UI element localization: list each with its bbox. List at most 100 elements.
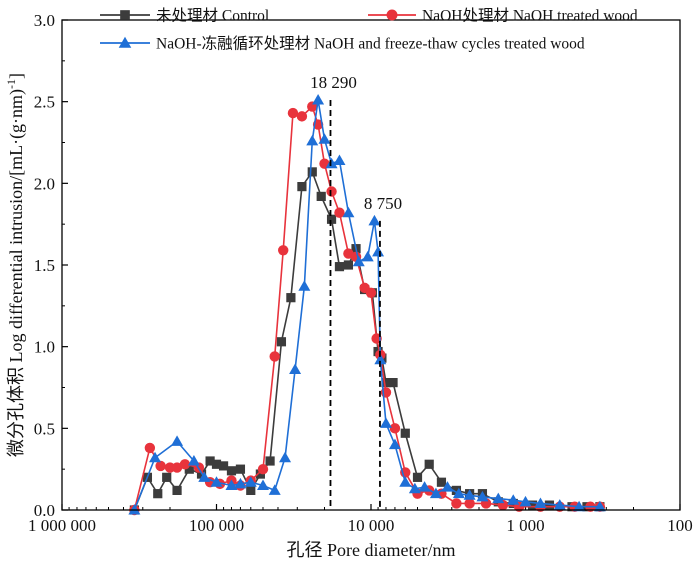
data-point (226, 466, 237, 476)
data-point (553, 499, 566, 510)
data-point (386, 9, 398, 21)
y-tick-label: 0.5 (34, 419, 55, 438)
y-tick-label: 0.0 (34, 501, 55, 520)
data-point (155, 460, 166, 472)
data-point (218, 461, 229, 471)
data-point (365, 287, 377, 298)
x-tick-label: 1 000 000 (28, 516, 96, 535)
y-tick-label: 2.5 (34, 93, 55, 112)
data-point (408, 482, 421, 494)
tick-layer: 1 000 000 100 000 10 000 1 000 100 0.0 0.5 1.0 1… (28, 11, 693, 535)
data-point (372, 245, 385, 257)
data-point (225, 479, 238, 490)
data-point (436, 477, 447, 487)
data-point (334, 207, 345, 218)
data-point (343, 260, 354, 270)
x-tick-label: 100 (667, 516, 693, 535)
legend-item: NaOH处理材 NaOH treated wood (368, 7, 638, 25)
series-square (129, 167, 605, 515)
data-point (198, 471, 211, 482)
data-point (120, 10, 130, 20)
data-point (476, 490, 489, 502)
data-point (307, 167, 317, 177)
legend-item: NaOH-冻融循环处理材 NaOH and freeze-thaw cycles… (100, 35, 585, 53)
legend-item: 未处理材 Control (100, 7, 269, 25)
legend-label: NaOH处理材 NaOH treated wood (422, 7, 638, 25)
data-point (278, 245, 289, 256)
y-tick-label: 1.0 (34, 338, 55, 357)
data-point (298, 280, 311, 291)
data-point (153, 489, 163, 499)
series-line (133, 171, 600, 511)
plot-frame (61, 19, 681, 511)
data-point (244, 476, 257, 487)
data-point (184, 464, 194, 474)
x-tick-label: 10 000 (348, 516, 395, 535)
data-point (269, 351, 280, 362)
data-point (312, 94, 325, 105)
data-point (368, 214, 381, 226)
data-point (306, 134, 319, 146)
data-point (342, 206, 355, 218)
data-point (593, 500, 606, 512)
data-point (205, 456, 215, 466)
data-point (492, 492, 505, 504)
data-point (412, 472, 423, 482)
data-point (326, 186, 337, 197)
x-tick-label: 100 000 (189, 516, 244, 535)
annotation-layer: 18 290 8 750 (310, 73, 402, 510)
data-point (211, 459, 222, 469)
data-point (452, 487, 465, 499)
y-tick-label: 3.0 (34, 11, 55, 30)
data-point (316, 191, 326, 201)
legend-label: 未处理材 Control (156, 7, 269, 25)
data-point (325, 157, 338, 169)
data-point (118, 36, 132, 48)
data-point (334, 262, 345, 272)
x-axis-label: 孔径 Pore diameter/nm (287, 540, 456, 560)
x-tick-label: 1 000 (506, 516, 544, 535)
data-point (171, 435, 184, 446)
data-point (441, 481, 454, 492)
data-point (296, 111, 308, 122)
data-point (257, 463, 269, 475)
data-point (162, 472, 172, 482)
series-triangle (128, 94, 606, 515)
data-point (389, 423, 401, 434)
data-point (234, 477, 247, 489)
data-point (519, 495, 532, 507)
data-point (255, 469, 265, 479)
data-point (171, 462, 183, 473)
data-point (144, 442, 156, 454)
data-point (507, 494, 520, 505)
y-tick-label: 1.5 (34, 256, 55, 275)
data-point (286, 293, 296, 303)
data-point (534, 497, 547, 508)
data-point (399, 476, 412, 487)
series-line (133, 99, 600, 511)
data-point (573, 500, 586, 512)
data-point (451, 498, 462, 509)
data-point (179, 459, 191, 470)
series-circle (129, 101, 606, 516)
data-point (400, 428, 410, 438)
series-layer (128, 94, 606, 516)
peak-label: 8 750 (364, 194, 402, 213)
data-point (544, 500, 555, 510)
data-point (187, 455, 200, 466)
data-point (418, 481, 431, 492)
data-point (246, 485, 256, 495)
data-point (326, 214, 337, 224)
data-point (388, 378, 398, 388)
data-point (463, 489, 476, 500)
data-point (297, 182, 307, 192)
data-point (381, 378, 391, 388)
data-point (210, 476, 223, 487)
data-point (388, 438, 401, 450)
data-point (128, 504, 141, 515)
data-point (235, 464, 246, 474)
data-point (257, 479, 270, 490)
data-point (429, 487, 442, 499)
peak-label: 18 290 (310, 73, 357, 92)
